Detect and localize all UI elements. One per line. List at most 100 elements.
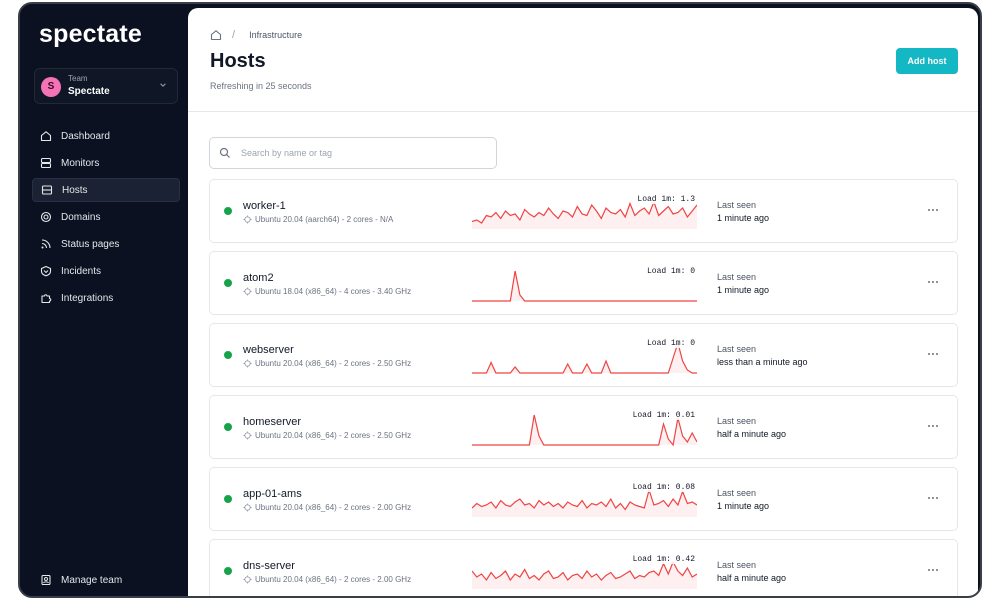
host-name[interactable]: dns-server [243,560,295,572]
sidebar-item-label: Integrations [61,292,114,304]
load-sparkline [472,560,697,589]
host-row[interactable]: homeserver Ubuntu 20.04 (x86_64) - 2 cor… [209,395,958,459]
last-seen-label: Last seen [717,488,757,498]
globe-icon [40,211,52,223]
sidebar-item-incidents[interactable]: Incidents [32,259,180,283]
host-row[interactable]: webserver Ubuntu 20.04 (x86_64) - 2 core… [209,323,958,387]
sidebar-item-integrations[interactable]: Integrations [32,286,180,310]
host-specs: Ubuntu 20.04 (x86_64) - 2 cores - 2.00 G… [255,503,412,512]
load-sparkline [472,340,697,374]
sidebar-item-dashboard[interactable]: Dashboard [32,124,180,148]
load-value: Load 1m: 0 [646,267,695,276]
sidebar-item-monitors[interactable]: Monitors [32,151,180,175]
add-host-button[interactable]: Add host [896,48,958,74]
sidebar-item-status-pages[interactable]: Status pages [32,232,180,256]
host-row[interactable]: worker-1 Ubuntu 20.04 (aarch64) - 2 core… [209,179,958,243]
home-icon[interactable] [210,29,222,41]
more-options-icon[interactable] [925,418,941,434]
sidebar-item-label: Monitors [61,157,100,169]
status-dot [224,279,232,287]
sidebar-item-label: Domains [61,211,101,223]
host-name[interactable]: atom2 [243,272,274,284]
breadcrumb-item-infrastructure[interactable]: Infrastructure [249,30,303,40]
breadcrumb: / Infrastructure [210,29,302,41]
more-options-icon[interactable] [925,202,941,218]
puzzle-icon [41,294,52,304]
host-name[interactable]: worker-1 [243,200,286,212]
last-seen-label: Last seen [717,344,757,354]
load-sparkline [472,414,697,447]
refresh-status: Refreshing in 25 seconds [210,81,312,91]
sparkline-line [472,340,697,374]
sparkline-line [472,270,697,302]
host-row[interactable]: atom2 Ubuntu 18.04 (x86_64) - 4 cores - … [209,251,958,315]
manage-team-label: Manage team [61,574,123,586]
manage-team-link[interactable]: Manage team [40,574,122,586]
last-seen-value: 1 minute ago [717,501,770,511]
sidebar: spectate S Team Spectate Dashboard Monit… [20,4,188,596]
more-options-icon[interactable] [925,346,941,362]
chevron-down-icon [160,83,166,87]
cpu-icon [243,575,252,584]
cpu-icon [243,215,252,224]
logo[interactable]: spectate [39,20,143,48]
last-seen-label: Last seen [717,200,757,210]
sidebar-item-label: Status pages [61,238,120,250]
status-dot [224,207,232,215]
host-specs: Ubuntu 20.04 (x86_64) - 2 cores - 2.00 G… [255,575,412,584]
team-label: Team [68,74,88,83]
host-name[interactable]: app-01-ams [243,488,302,500]
sidebar-item-label: Incidents [61,265,102,277]
sidebar-item-label: Dashboard [61,130,110,142]
host-row[interactable]: dns-server Ubuntu 20.04 (x86_64) - 2 cor… [209,539,958,596]
status-dot [224,423,232,431]
status-dot [224,351,232,359]
home-icon [40,131,52,142]
sparkline-area [472,202,697,229]
load-value: Load 1m: 0.01 [632,411,695,420]
status-dot [224,495,232,503]
team-avatar: S [41,77,61,97]
host-icon [41,185,53,195]
load-sparkline [472,270,697,302]
search-input[interactable] [241,148,481,158]
app-window: spectate S Team Spectate Dashboard Monit… [18,2,982,598]
sidebar-item-hosts[interactable]: Hosts [32,178,180,202]
host-specs: Ubuntu 20.04 (x86_64) - 2 cores - 2.50 G… [255,359,412,368]
load-value: Load 1m: 0 [646,339,695,348]
load-value: Load 1m: 1.3 [637,195,695,204]
host-name[interactable]: webserver [243,344,294,356]
sparkline-line [472,200,697,224]
host-meta: Ubuntu 20.04 (x86_64) - 2 cores - 2.50 G… [243,431,411,440]
page-header: / Infrastructure Hosts Refreshing in 25 … [188,8,978,112]
last-seen-value: 1 minute ago [717,213,770,223]
server-icon [40,157,52,169]
load-value: Load 1m: 0.08 [632,483,695,492]
host-row[interactable]: app-01-ams Ubuntu 20.04 (x86_64) - 2 cor… [209,467,958,531]
more-options-icon[interactable] [925,490,941,506]
more-options-icon[interactable] [925,562,941,578]
sparkline-line [472,487,697,511]
cpu-icon [243,359,252,368]
load-sparkline [472,200,697,229]
host-name[interactable]: homeserver [243,416,302,428]
host-specs: Ubuntu 18.04 (x86_64) - 4 cores - 3.40 G… [255,287,412,296]
page-title: Hosts [210,50,266,72]
more-options-icon[interactable] [925,274,941,290]
sparkline-area [472,490,697,517]
alert-icon [40,265,52,277]
last-seen-value: half a minute ago [717,429,787,439]
sparkline-line [472,560,697,582]
host-meta: Ubuntu 20.04 (x86_64) - 2 cores - 2.00 G… [243,503,411,512]
last-seen-value: half a minute ago [717,573,787,583]
team-switcher[interactable]: S Team Spectate [34,68,178,104]
last-seen-label: Last seen [717,560,757,570]
search-box[interactable] [209,137,497,169]
cpu-icon [243,503,252,512]
host-meta: Ubuntu 20.04 (x86_64) - 2 cores - 2.50 G… [243,359,411,368]
sidebar-item-domains[interactable]: Domains [32,205,180,229]
host-list: worker-1 Ubuntu 20.04 (aarch64) - 2 core… [209,179,958,596]
rss-icon [41,239,51,249]
status-dot [224,567,232,575]
last-seen-value: less than a minute ago [717,357,808,367]
